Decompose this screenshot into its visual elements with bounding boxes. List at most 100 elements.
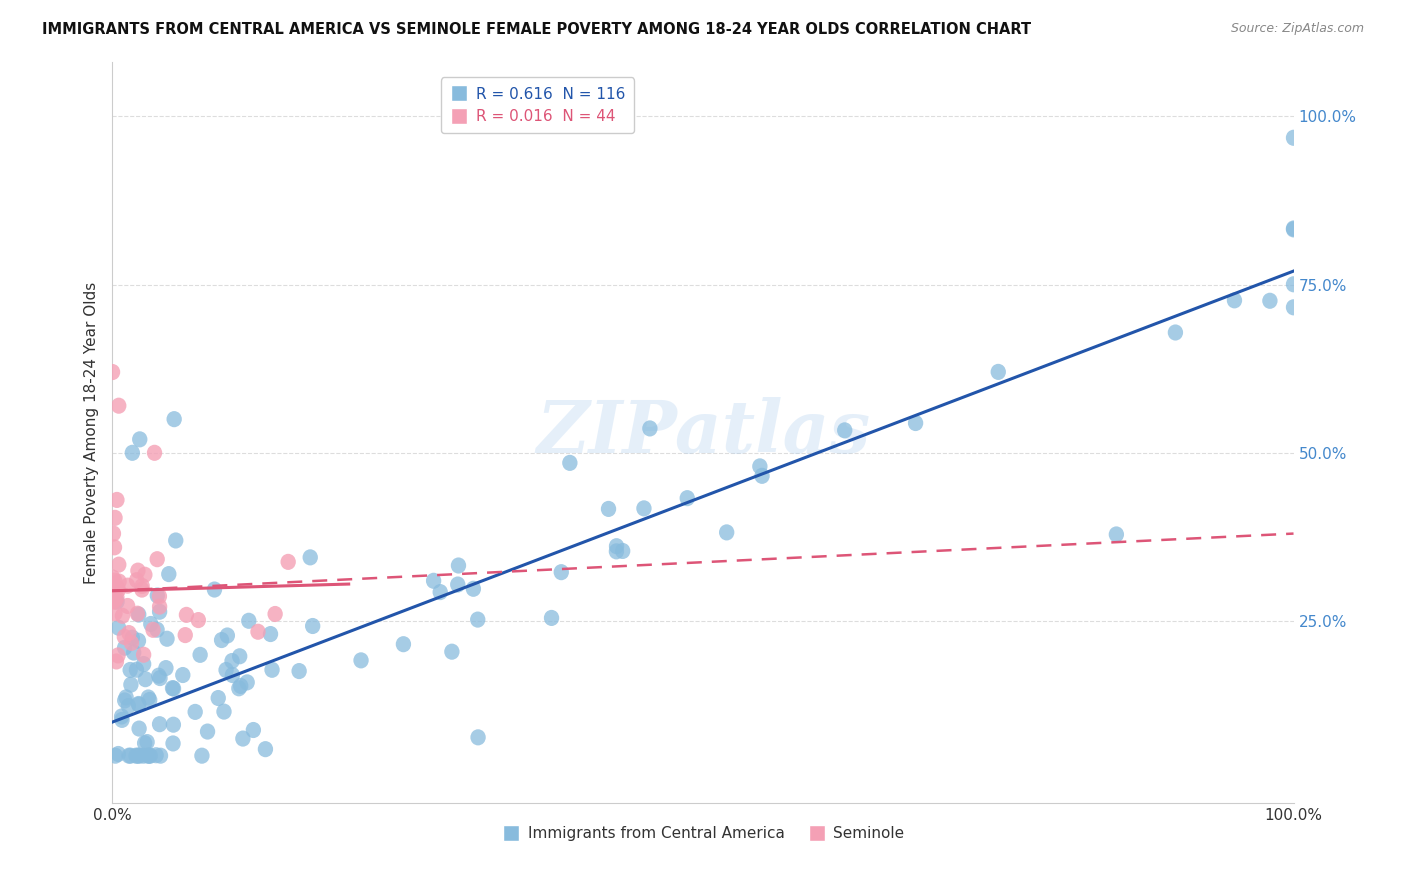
Ellipse shape	[609, 538, 624, 554]
Ellipse shape	[120, 598, 135, 614]
Ellipse shape	[177, 627, 193, 643]
Ellipse shape	[105, 569, 121, 586]
Ellipse shape	[395, 636, 411, 652]
Ellipse shape	[837, 422, 852, 439]
Ellipse shape	[191, 612, 207, 628]
Ellipse shape	[141, 747, 156, 764]
Ellipse shape	[166, 716, 181, 732]
Ellipse shape	[187, 704, 202, 720]
Ellipse shape	[152, 588, 167, 605]
Ellipse shape	[280, 554, 295, 570]
Ellipse shape	[159, 660, 173, 676]
Ellipse shape	[679, 490, 695, 507]
Ellipse shape	[562, 455, 578, 471]
Ellipse shape	[124, 676, 139, 693]
Ellipse shape	[132, 431, 148, 448]
Ellipse shape	[1286, 220, 1301, 236]
Ellipse shape	[426, 573, 441, 589]
Ellipse shape	[105, 592, 121, 609]
Ellipse shape	[111, 557, 127, 573]
Ellipse shape	[1109, 526, 1123, 542]
Ellipse shape	[179, 607, 194, 623]
Ellipse shape	[141, 690, 156, 706]
Ellipse shape	[159, 631, 174, 647]
Ellipse shape	[153, 747, 169, 764]
Ellipse shape	[138, 671, 153, 687]
Ellipse shape	[152, 604, 167, 620]
Ellipse shape	[121, 625, 136, 641]
Ellipse shape	[267, 606, 283, 622]
Ellipse shape	[200, 723, 215, 739]
Ellipse shape	[554, 564, 569, 580]
Ellipse shape	[233, 678, 249, 694]
Ellipse shape	[131, 721, 146, 737]
Ellipse shape	[136, 735, 152, 751]
Ellipse shape	[214, 632, 229, 648]
Ellipse shape	[131, 632, 146, 648]
Ellipse shape	[125, 445, 141, 461]
Ellipse shape	[131, 747, 145, 764]
Ellipse shape	[149, 588, 165, 604]
Ellipse shape	[643, 420, 658, 436]
Ellipse shape	[110, 590, 125, 606]
Ellipse shape	[122, 747, 138, 764]
Ellipse shape	[211, 690, 226, 706]
Ellipse shape	[142, 692, 157, 708]
Ellipse shape	[470, 612, 485, 628]
Ellipse shape	[240, 613, 256, 629]
Ellipse shape	[111, 398, 127, 414]
Ellipse shape	[609, 543, 624, 559]
Ellipse shape	[1263, 293, 1278, 309]
Ellipse shape	[908, 415, 924, 431]
Ellipse shape	[231, 681, 246, 697]
Ellipse shape	[124, 635, 139, 651]
Ellipse shape	[131, 696, 146, 712]
Ellipse shape	[111, 574, 127, 590]
Ellipse shape	[108, 747, 124, 764]
Ellipse shape	[129, 606, 145, 622]
Ellipse shape	[114, 708, 129, 724]
Ellipse shape	[138, 566, 152, 582]
Ellipse shape	[107, 540, 122, 556]
Ellipse shape	[1168, 325, 1182, 341]
Ellipse shape	[433, 584, 449, 600]
Ellipse shape	[152, 599, 167, 615]
Ellipse shape	[141, 747, 156, 764]
Ellipse shape	[232, 648, 247, 665]
Ellipse shape	[105, 586, 121, 602]
Ellipse shape	[165, 680, 180, 697]
Ellipse shape	[471, 730, 485, 746]
Ellipse shape	[142, 747, 157, 764]
Ellipse shape	[131, 607, 146, 623]
Ellipse shape	[166, 681, 181, 697]
Ellipse shape	[264, 662, 280, 678]
Ellipse shape	[107, 573, 122, 589]
Ellipse shape	[110, 648, 125, 664]
Ellipse shape	[166, 411, 181, 427]
Ellipse shape	[257, 741, 273, 757]
Ellipse shape	[111, 582, 127, 598]
Ellipse shape	[110, 491, 125, 508]
Ellipse shape	[600, 500, 616, 517]
Ellipse shape	[127, 645, 142, 661]
Ellipse shape	[250, 624, 266, 640]
Ellipse shape	[239, 674, 254, 690]
Ellipse shape	[1286, 129, 1301, 146]
Ellipse shape	[131, 563, 146, 579]
Text: ZIPatlas: ZIPatlas	[536, 397, 870, 468]
Ellipse shape	[117, 692, 132, 708]
Ellipse shape	[219, 627, 235, 643]
Ellipse shape	[145, 622, 160, 638]
Ellipse shape	[465, 581, 481, 597]
Ellipse shape	[1286, 299, 1301, 316]
Legend: Immigrants from Central America, Seminole: Immigrants from Central America, Seminol…	[495, 820, 911, 847]
Ellipse shape	[614, 543, 630, 559]
Ellipse shape	[193, 647, 208, 663]
Ellipse shape	[162, 566, 177, 582]
Ellipse shape	[1286, 277, 1301, 293]
Ellipse shape	[302, 549, 318, 566]
Ellipse shape	[107, 509, 122, 526]
Ellipse shape	[353, 652, 368, 668]
Ellipse shape	[125, 630, 141, 646]
Ellipse shape	[166, 735, 181, 752]
